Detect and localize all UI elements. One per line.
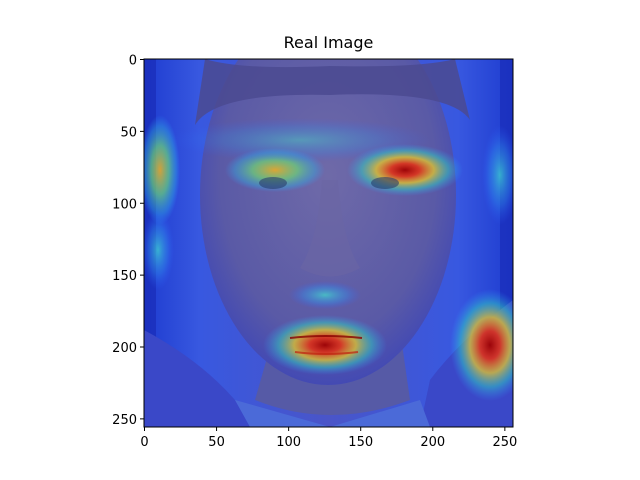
x-tick-label: 150 <box>348 435 373 450</box>
y-tick-label: 250 <box>112 413 137 428</box>
hotspot-upper-lip <box>289 281 361 309</box>
axes-frame <box>143 58 514 428</box>
collar <box>235 400 430 427</box>
y-tick-label: 50 <box>120 125 137 140</box>
x-tick-label: 0 <box>140 435 148 450</box>
hair <box>195 59 470 125</box>
left-shoulder <box>144 330 250 427</box>
y-tick-label: 0 <box>129 54 137 69</box>
image-content <box>144 59 513 427</box>
hotspot-left-edge-lower <box>144 210 174 290</box>
nose <box>300 180 360 277</box>
left-eye <box>259 177 287 189</box>
mouth-line <box>289 335 363 339</box>
x-tick-label: 50 <box>208 435 225 450</box>
hotspot-mouth <box>263 315 387 375</box>
hotspot-right-edge <box>482 125 513 225</box>
chart-title: Real Image <box>283 33 374 52</box>
x-axis: 0 50 100 150 200 250 <box>140 427 517 450</box>
hotspot-left-edge <box>144 115 180 225</box>
lower-lip-line <box>294 351 359 355</box>
hotspot-right-background <box>450 289 513 401</box>
x-tick-label: 100 <box>276 435 301 450</box>
hotspot-brow-band <box>170 118 430 162</box>
x-tick-label: 200 <box>420 435 445 450</box>
x-tick-label: 250 <box>492 435 517 450</box>
right-eye <box>371 177 399 189</box>
y-tick-label: 150 <box>112 269 137 284</box>
y-axis: 0 50 100 150 200 250 <box>112 54 144 428</box>
y-tick-label: 100 <box>112 197 137 212</box>
y-tick-label: 200 <box>112 341 137 356</box>
